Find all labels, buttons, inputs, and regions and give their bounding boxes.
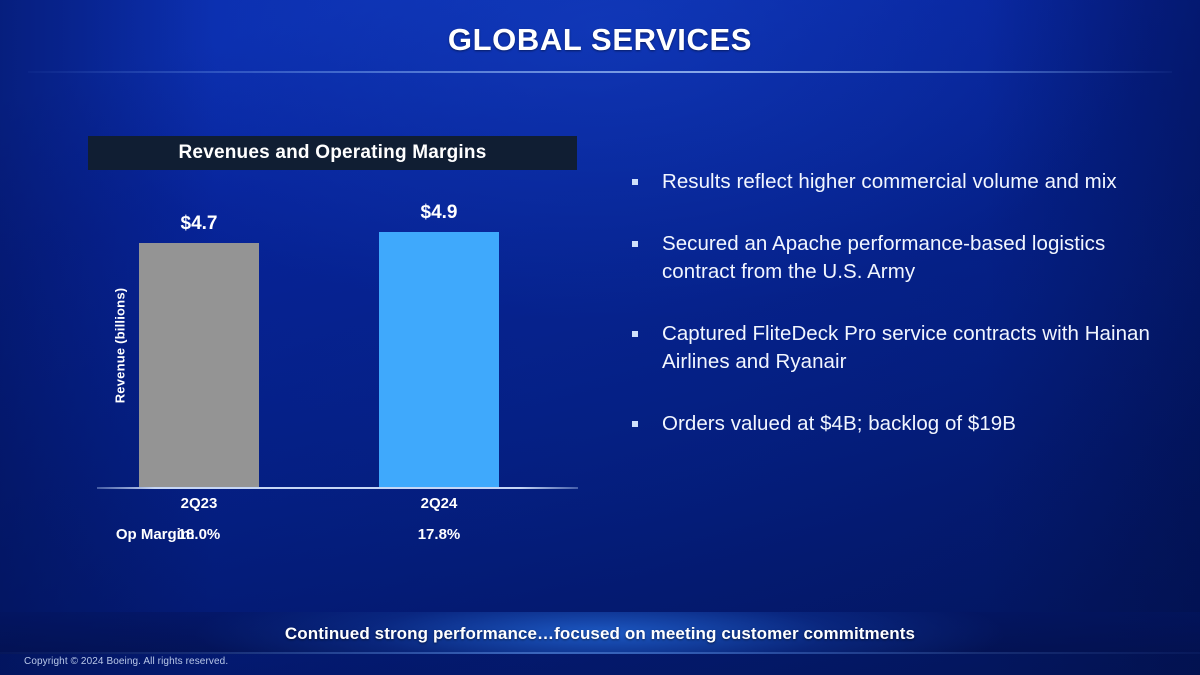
footer-tagline: Continued strong performance…focused on … <box>284 624 916 643</box>
list-item-label: Orders valued at $4B; backlog of $19B <box>662 412 1016 435</box>
list-item: Results reflect higher commercial volume… <box>628 168 1168 196</box>
bar-column-2q24: $4.9 <box>379 196 499 487</box>
list-item: Secured an Apache performance-based logi… <box>628 230 1168 286</box>
list-item: Orders valued at $4B; backlog of $19B <box>628 410 1168 438</box>
copyright-notice: Copyright © 2024 Boeing. All rights rese… <box>24 656 229 667</box>
bar-value-2q24: $4.9 <box>420 202 458 223</box>
square-bullet-icon <box>632 241 638 247</box>
x-tick-label-2q24: 2Q24 <box>420 495 458 512</box>
chart-header-banner: Revenues and Operating Margins <box>88 136 577 170</box>
square-bullet-icon <box>632 331 638 337</box>
op-margin-value-2q24: 17.8% <box>417 526 461 543</box>
revenue-bar-chart: Revenue (billions) $4.7 $4.9 2Q23 2Q24 O… <box>60 196 600 556</box>
bar-column-2q23: $4.7 <box>139 196 259 487</box>
list-item-label: Results reflect higher commercial volume… <box>662 170 1117 193</box>
title-divider <box>28 71 1172 73</box>
highlights-list: Results reflect higher commercial volume… <box>628 168 1168 472</box>
slide-title-bar: GLOBAL SERVICES <box>0 0 1200 72</box>
chart-header-title: Revenues and Operating Margins <box>178 142 487 163</box>
op-margin-value-2q23: 18.0% <box>177 526 221 543</box>
chart-plot-area: $4.7 $4.9 <box>97 196 578 487</box>
bar-value-2q23: $4.7 <box>180 213 218 234</box>
list-item-label: Captured FliteDeck Pro service contracts… <box>662 322 1150 373</box>
square-bullet-icon <box>632 179 638 185</box>
square-bullet-icon <box>632 421 638 427</box>
page-title: GLOBAL SERVICES <box>447 22 753 57</box>
footer-band <box>0 612 1200 654</box>
bar-2q24[interactable] <box>379 232 499 487</box>
x-axis-baseline <box>97 487 578 489</box>
footer-divider <box>0 652 1200 654</box>
x-tick-label-2q23: 2Q23 <box>180 495 218 512</box>
list-item-label: Secured an Apache performance-based logi… <box>662 232 1106 283</box>
op-margin-row-label: Op Margin: <box>115 526 195 543</box>
bar-2q23[interactable] <box>139 243 259 487</box>
list-item: Captured FliteDeck Pro service contracts… <box>628 320 1168 376</box>
